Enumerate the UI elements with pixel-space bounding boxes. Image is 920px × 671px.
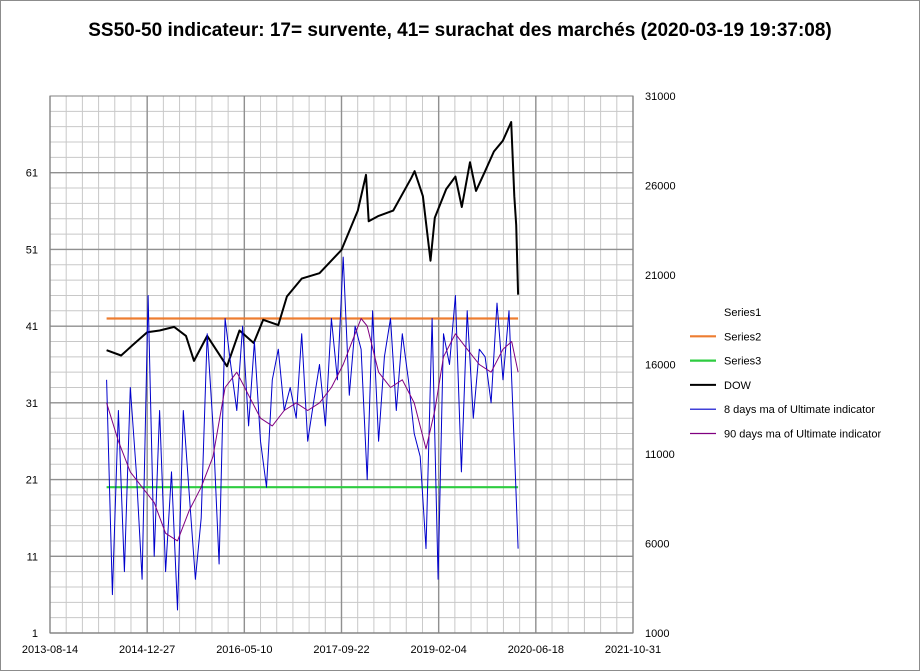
series-line-3 xyxy=(106,121,520,368)
x-tick-label: 2020-06-18 xyxy=(508,644,564,656)
y-left-tick-label: 41 xyxy=(26,321,38,333)
legend-label-0: Series1 xyxy=(724,307,761,319)
legend-label-3: DOW xyxy=(724,380,752,392)
y-right-tick-label: 6000 xyxy=(645,539,669,551)
plot-area-border xyxy=(49,95,634,634)
legend-label-2: Series3 xyxy=(724,356,761,368)
y-right-tick-label: 21000 xyxy=(645,270,676,282)
y-left-tick-label: 11 xyxy=(27,551,38,563)
x-tick-label: 2019-02-04 xyxy=(411,644,467,656)
legend-label-5: 90 days ma of Ultimate indicator xyxy=(724,429,881,441)
y-left-tick-label: 31 xyxy=(26,398,38,410)
y-right-tick-label: 11000 xyxy=(645,449,675,461)
y-left-tick-label: 21 xyxy=(26,475,38,487)
y-right-tick-label: 1000 xyxy=(645,628,669,640)
x-tick-label: 2021-10-31 xyxy=(605,644,661,656)
y-left-tick-label: 61 xyxy=(26,168,38,180)
y-left-tick-label: 1 xyxy=(32,628,38,640)
y-right-tick-label: 16000 xyxy=(645,360,676,372)
x-tick-label: 2017-09-22 xyxy=(313,644,369,656)
legend-label-1: Series2 xyxy=(724,331,761,343)
x-tick-label: 2013-08-14 xyxy=(22,644,78,656)
legend-label-4: 8 days ma of Ultimate indicator xyxy=(724,404,875,416)
series-line-5 xyxy=(106,318,519,542)
x-tick-label: 2016-05-10 xyxy=(216,644,272,656)
y-right-tick-label: 26000 xyxy=(645,181,676,193)
y-left-tick-label: 51 xyxy=(26,244,38,256)
x-tick-label: 2014-12-27 xyxy=(119,644,175,656)
chart-title: SS50-50 indicateur: 17= survente, 41= su… xyxy=(88,20,832,41)
y-right-tick-label: 31000 xyxy=(645,91,676,103)
